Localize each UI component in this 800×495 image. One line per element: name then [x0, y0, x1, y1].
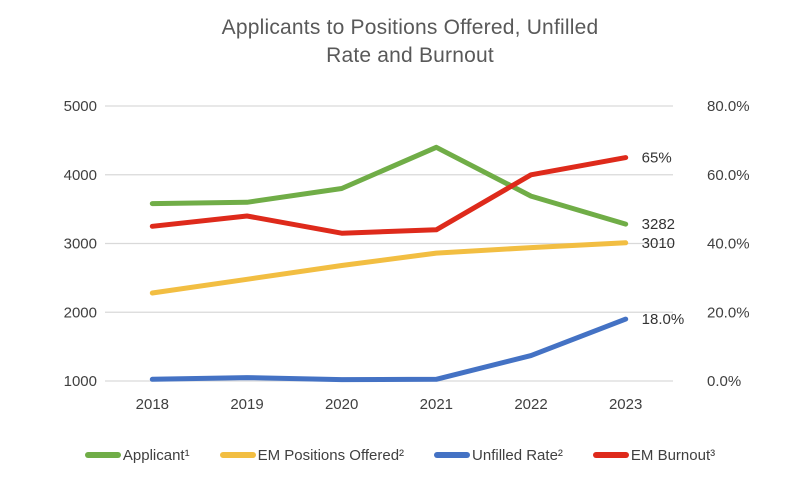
x-axis-tick-label: 2022: [514, 396, 547, 413]
x-axis-tick-label: 2021: [420, 396, 453, 413]
legend-label-em-positions-offered: EM Positions Offered²: [257, 446, 405, 464]
legend-item-unfilled-rate: Unfilled Rate²: [434, 447, 563, 464]
y-axis-left-tick-label: 5000: [64, 98, 97, 115]
data-label: 3010: [642, 235, 675, 252]
legend-label-unfilled-rate: Unfilled Rate²: [472, 446, 563, 464]
x-axis-tick-label: 2019: [230, 396, 263, 413]
chart-canvas: 5000 4000 3000 2000 1000 80.0% 60.0% 40.0% 20.0%…: [64, 98, 750, 413]
y-axis-right-tick-label: 60.0%: [707, 167, 750, 184]
series-line-em-burnout: [149, 155, 629, 236]
y-axis-right-tick-label: 80.0%: [707, 98, 750, 115]
series-line-em-positions-offered: [149, 240, 629, 296]
chart-title-line1: Applicants to Positions Offered, Unfille…: [221, 16, 599, 39]
chart-legend: Applicant¹ EM Positions Offered² Unfille…: [0, 442, 800, 468]
legend-item-em-positions-offered: EM Positions Offered²: [219, 446, 405, 464]
x-axis-tick-label: 2018: [136, 396, 169, 413]
series-line-applicant: [149, 144, 629, 227]
y-axis-left-tick-label: 1000: [64, 373, 97, 390]
data-label: 3282: [642, 216, 675, 233]
data-label: 18.0%: [642, 311, 685, 328]
y-axis-left-tick-label: 4000: [64, 167, 97, 184]
legend-label-em-burnout: EM Burnout³: [630, 446, 716, 464]
data-label: 65%: [642, 150, 672, 167]
y-axis-left-tick-label: 3000: [64, 236, 97, 253]
legend-swatch-em-burnout-icon: [592, 452, 629, 458]
chart-title-line2: Rate and Burnout: [326, 44, 494, 67]
legend-item-em-burnout: EM Burnout³: [592, 446, 716, 464]
y-axis-right-tick-label: 0.0%: [707, 373, 741, 390]
y-axis-right-tick-label: 40.0%: [707, 236, 750, 253]
y-axis-right-tick-label: 20.0%: [707, 304, 750, 321]
legend-swatch-em-positions-offered-icon: [219, 452, 256, 458]
chart-title: Applicants to Positions Offered, Unfille…: [10, 14, 800, 70]
legend-swatch-applicant-icon: [84, 452, 121, 458]
series-line-unfilled-rate: [149, 316, 629, 383]
y-axis-left-tick-label: 2000: [64, 304, 97, 321]
x-axis-tick-label: 2020: [325, 396, 358, 413]
legend-item-applicant: Applicant¹: [84, 446, 190, 464]
legend-swatch-unfilled-rate-icon: [434, 452, 471, 458]
x-axis-tick-label: 2023: [609, 396, 642, 413]
legend-label-applicant: Applicant¹: [122, 446, 190, 464]
